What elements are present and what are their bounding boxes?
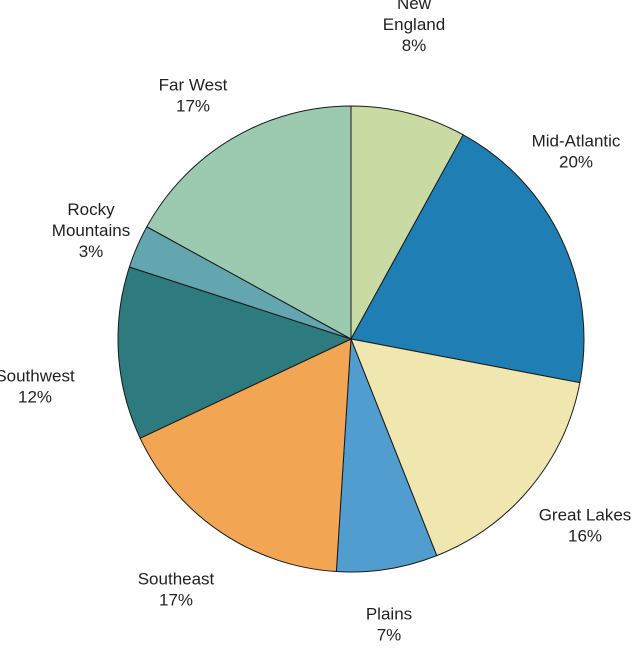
pie-slice-great-lakes <box>350 338 581 557</box>
slice-name-southwest: Southwest <box>0 367 75 386</box>
slice-label-rocky-mountains: Rocky Mountains 3% <box>52 200 130 261</box>
slice-percent-rocky-mountains: 3% <box>79 242 104 261</box>
slice-name-new-england: England <box>383 15 445 34</box>
slice-label-southwest: Southwest 12% <box>0 367 75 407</box>
slice-percent-new-england: 8% <box>402 36 427 55</box>
slice-label-plains: Plains 7% <box>366 605 412 645</box>
pie-slice-mid-atlantic <box>350 134 585 384</box>
pie-slice-southeast <box>139 338 352 573</box>
pie-slice-new-england <box>350 105 464 340</box>
slice-name-great-lakes: Great Lakes <box>539 506 632 525</box>
slice-percent-mid-atlantic: 20% <box>559 153 593 172</box>
slice-label-mid-atlantic: Mid-Atlantic 20% <box>532 132 621 172</box>
slice-label-great-lakes: Great Lakes 16% <box>539 506 632 546</box>
slice-name-southeast: Southeast <box>138 570 215 589</box>
pie-slice-southwest <box>117 266 352 439</box>
slice-name-rocky-mountains: Rocky <box>67 200 115 219</box>
slice-percent-plains: 7% <box>377 626 402 645</box>
slice-percent-southeast: 17% <box>159 591 193 610</box>
slice-percent-southwest: 12% <box>18 388 52 407</box>
slice-percent-far-west: 17% <box>176 97 210 116</box>
slice-name-mid-atlantic: Mid-Atlantic <box>532 132 621 151</box>
pie-slice-plains <box>335 338 438 573</box>
slice-name-new-england: New <box>397 0 432 13</box>
slice-label-southeast: Southeast 17% <box>138 570 215 610</box>
slice-name-rocky-mountains: Mountains <box>52 221 130 240</box>
slice-percent-great-lakes: 16% <box>568 527 602 546</box>
pie-slice-far-west <box>146 105 352 340</box>
slice-label-far-west: Far West 17% <box>159 76 228 116</box>
pie-slices <box>117 105 585 573</box>
slice-name-plains: Plains <box>366 605 412 624</box>
slice-label-new-england: New England 8% <box>383 0 445 55</box>
slice-name-far-west: Far West <box>159 76 228 95</box>
